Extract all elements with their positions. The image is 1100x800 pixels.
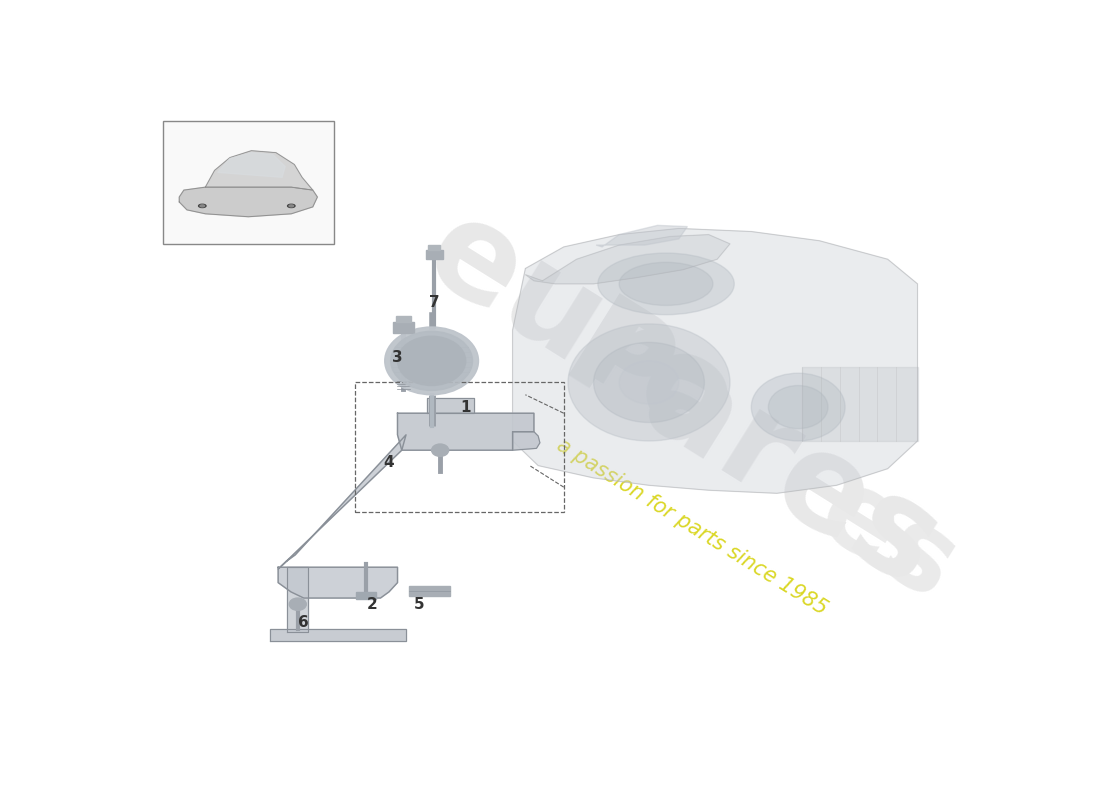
Ellipse shape [200,205,205,207]
Polygon shape [427,398,474,414]
Polygon shape [513,432,540,450]
Circle shape [289,598,306,610]
Bar [428,245,440,250]
Circle shape [431,444,449,456]
Polygon shape [218,153,285,178]
Bar [355,592,376,599]
Bar [396,316,411,322]
Text: euro: euro [404,186,758,474]
Polygon shape [526,234,730,284]
Text: 1: 1 [461,399,471,414]
Bar [394,322,414,333]
Circle shape [411,346,452,376]
Polygon shape [513,229,917,494]
Ellipse shape [289,205,294,207]
Polygon shape [278,435,406,569]
Text: es: es [800,457,976,622]
Circle shape [385,327,478,394]
Circle shape [405,341,459,381]
Polygon shape [179,187,318,217]
Text: 6: 6 [298,615,309,630]
Text: 4: 4 [384,455,394,470]
Ellipse shape [287,204,295,207]
Circle shape [568,324,730,441]
Ellipse shape [199,204,206,207]
Polygon shape [206,150,312,190]
Circle shape [397,336,465,386]
Text: 7: 7 [429,295,440,310]
Polygon shape [270,629,406,641]
Bar [426,250,442,259]
Text: a passion for parts since 1985: a passion for parts since 1985 [553,435,830,619]
Text: 5: 5 [414,597,425,612]
Circle shape [768,386,828,429]
Text: 3: 3 [393,350,403,366]
Circle shape [594,342,704,422]
Circle shape [619,361,679,404]
Circle shape [421,354,442,368]
Text: Pares: Pares [541,290,961,618]
Polygon shape [287,567,308,632]
Polygon shape [803,367,917,441]
Polygon shape [278,567,397,598]
Circle shape [390,331,473,390]
Bar [355,382,563,512]
Polygon shape [596,226,688,247]
Ellipse shape [597,253,735,314]
Circle shape [751,373,845,441]
Bar [408,586,450,596]
Polygon shape [397,414,534,450]
Text: 2: 2 [366,597,377,612]
Circle shape [418,351,446,370]
Bar [163,121,333,244]
Ellipse shape [619,262,713,306]
